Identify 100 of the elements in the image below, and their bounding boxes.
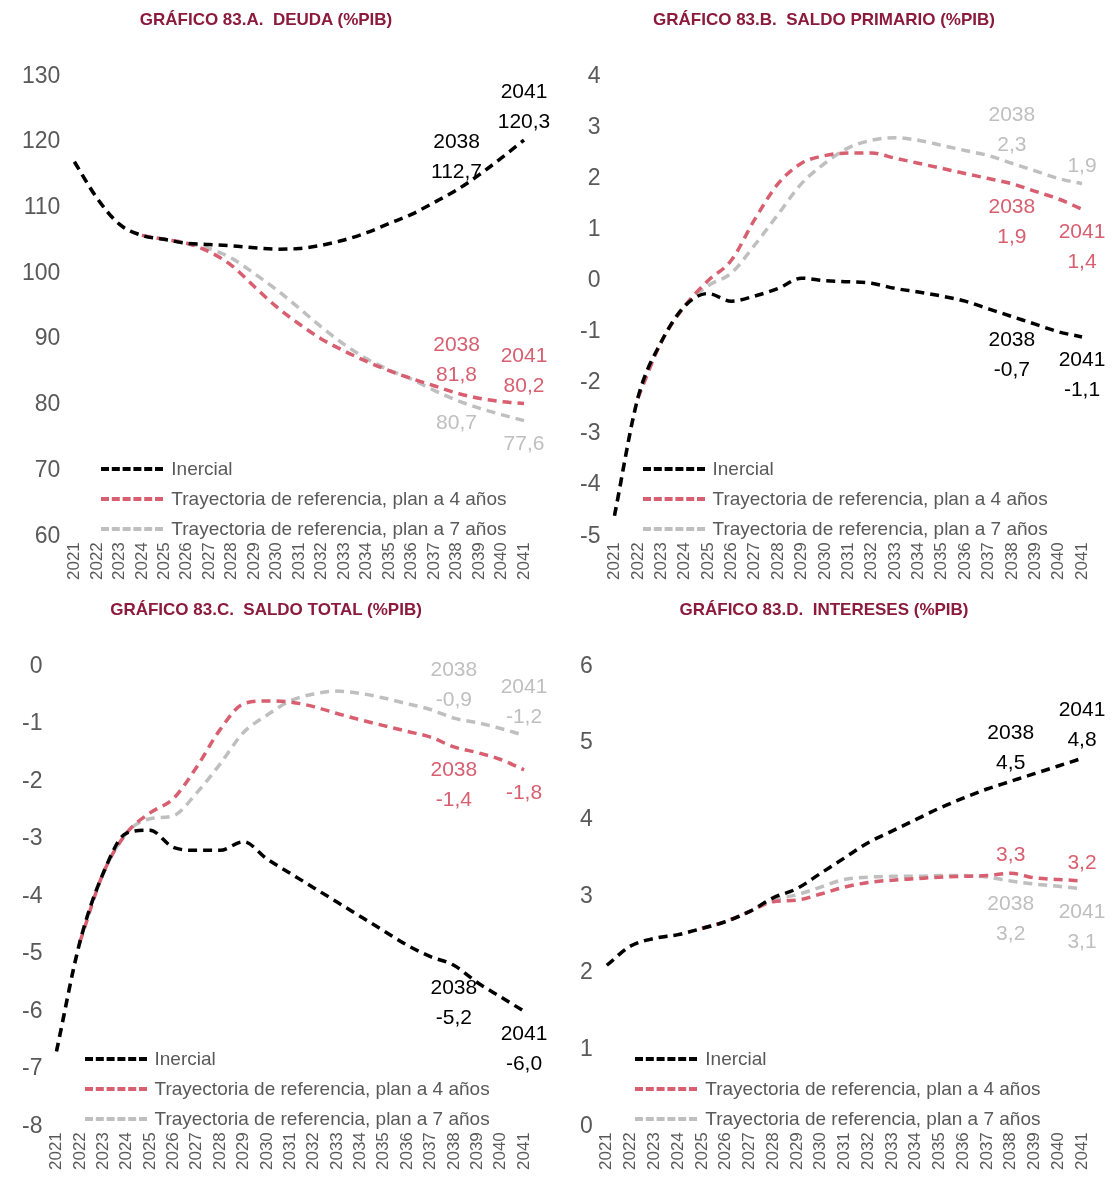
legend-label: Inercial	[712, 457, 774, 482]
x-tick-label: 2037	[420, 1132, 440, 1171]
annotation: 2041 120,3	[497, 79, 551, 133]
x-tick-label: 2033	[881, 1132, 901, 1171]
y-tick-label: 4	[587, 61, 601, 88]
legend-label: Inercial	[705, 1047, 767, 1072]
annotation: 2041 -6,0	[500, 1021, 548, 1075]
x-tick-label: 2032	[303, 1132, 323, 1171]
y-tick-label: -2	[580, 368, 601, 395]
x-tick-label: 2032	[861, 542, 881, 581]
x-tick-label: 2022	[627, 542, 647, 581]
x-tick-label: 2027	[186, 1132, 206, 1171]
x-tick-label: 2031	[834, 1132, 854, 1171]
x-tick-label: 2038	[443, 1132, 463, 1171]
x-tick-label: 2025	[691, 1132, 711, 1171]
annotation: 2038 -0,9	[430, 657, 478, 711]
annotation: 80,7	[436, 410, 477, 434]
y-tick-label: 3	[587, 112, 601, 139]
annotation: 2041 4,8	[1058, 697, 1106, 751]
x-tick-label: 2024	[131, 542, 151, 581]
annotation: 2038 -1,4	[430, 756, 478, 810]
y-tick-label: 2	[587, 163, 601, 190]
x-tick-label: 2030	[814, 542, 834, 581]
annotation: 2038 -5,2	[430, 975, 478, 1029]
x-tick-label: 2035	[929, 1132, 949, 1171]
x-tick-label: 2031	[279, 1132, 299, 1171]
x-tick-label: 2039	[1024, 542, 1044, 581]
x-tick-label: 2034	[356, 542, 376, 581]
legend-label: Trayectoria de referencia, plan a 7 años	[154, 1107, 490, 1132]
x-tick-label: 2041	[513, 542, 533, 581]
y-tick-label: 1	[579, 1034, 593, 1061]
x-tick-label: 2039	[466, 1132, 486, 1171]
chart-title: GRÁFICO 83.C. SALDO TOTAL (%PIB)	[110, 599, 422, 619]
annotation: 3,3	[996, 842, 1026, 866]
x-tick-label: 2021	[46, 1132, 66, 1171]
annotation: -1,8	[505, 779, 543, 803]
annotation: 2041 -1,1	[1058, 346, 1106, 400]
y-tick-label: 120	[22, 127, 61, 154]
x-tick-label: 2037	[423, 542, 443, 581]
y-tick-label: 6	[579, 651, 593, 678]
y-tick-label: 1	[587, 215, 601, 241]
x-tick-label: 2039	[1024, 1132, 1044, 1171]
y-tick-label: -5	[22, 939, 43, 966]
y-tick-label: 90	[34, 324, 61, 351]
x-tick-label: 2021	[604, 542, 624, 581]
x-tick-label: 2035	[378, 542, 398, 581]
legend-label: Trayectoria de referencia, plan a 4 años	[705, 1077, 1041, 1102]
y-tick-label: 60	[34, 521, 61, 548]
legend-label: Inercial	[154, 1047, 216, 1072]
x-tick-label: 2030	[810, 1132, 830, 1171]
y-tick-label: 100	[22, 258, 61, 285]
x-tick-label: 2041	[513, 1132, 533, 1171]
x-tick-label: 2027	[198, 542, 218, 581]
x-tick-label: 2026	[721, 542, 741, 581]
x-tick-label: 2040	[1047, 1132, 1067, 1171]
x-tick-label: 2035	[931, 542, 951, 581]
x-tick-label: 2026	[163, 1132, 183, 1171]
x-tick-label: 2026	[176, 542, 196, 581]
annotation: 2041 80,2	[500, 342, 548, 396]
y-tick-label: -3	[22, 824, 43, 851]
x-tick-label: 2024	[674, 542, 694, 581]
x-tick-label: 2023	[109, 542, 129, 581]
x-tick-label: 2029	[791, 542, 811, 581]
y-tick-label: -5	[580, 521, 601, 548]
x-tick-label: 2033	[333, 542, 353, 581]
y-tick-label: 5	[579, 728, 593, 755]
chart-title: GRÁFICO 83.D. INTERESES (%PIB)	[679, 599, 969, 619]
y-tick-label: 80	[34, 390, 61, 417]
annotation: 2041 1,4	[1058, 219, 1106, 273]
y-tick-label: 70	[34, 455, 61, 482]
y-tick-label: 130	[22, 61, 61, 88]
x-tick-label: 2036	[396, 1132, 416, 1171]
x-tick-label: 2026	[715, 1132, 735, 1171]
legend-label: Trayectoria de referencia, plan a 4 años	[171, 487, 507, 512]
annotation: 2038 112,7	[431, 129, 483, 183]
y-tick-label: -6	[22, 996, 43, 1023]
x-tick-label: 2034	[350, 1132, 370, 1171]
y-tick-label: -2	[22, 766, 43, 793]
x-tick-label: 2023	[644, 1132, 663, 1171]
x-tick-label: 2038	[446, 542, 466, 581]
y-tick-label: -8	[22, 1111, 43, 1138]
annotation: 2038 -0,7	[988, 326, 1036, 380]
x-tick-label: 2027	[744, 542, 764, 581]
x-tick-label: 2022	[86, 542, 106, 581]
y-tick-label: -1	[580, 317, 601, 344]
annotation: 77,6	[503, 430, 545, 454]
x-tick-label: 2039	[468, 542, 488, 581]
x-tick-label: 2022	[69, 1132, 89, 1171]
x-tick-label: 2034	[905, 1132, 925, 1171]
legend-label: Trayectoria de referencia, plan a 7 años	[705, 1107, 1041, 1132]
x-tick-label: 2040	[491, 542, 511, 581]
y-tick-label: 0	[29, 651, 43, 678]
x-tick-label: 2035	[373, 1132, 393, 1171]
legend-label: Trayectoria de referencia, plan a 4 años	[154, 1077, 490, 1102]
y-tick-label: 110	[23, 193, 61, 220]
x-tick-label: 2025	[697, 542, 717, 581]
x-tick-label: 2028	[209, 1132, 229, 1171]
legend-label: Inercial	[171, 457, 233, 482]
x-tick-label: 2037	[978, 542, 998, 581]
x-tick-label: 2025	[153, 542, 173, 581]
